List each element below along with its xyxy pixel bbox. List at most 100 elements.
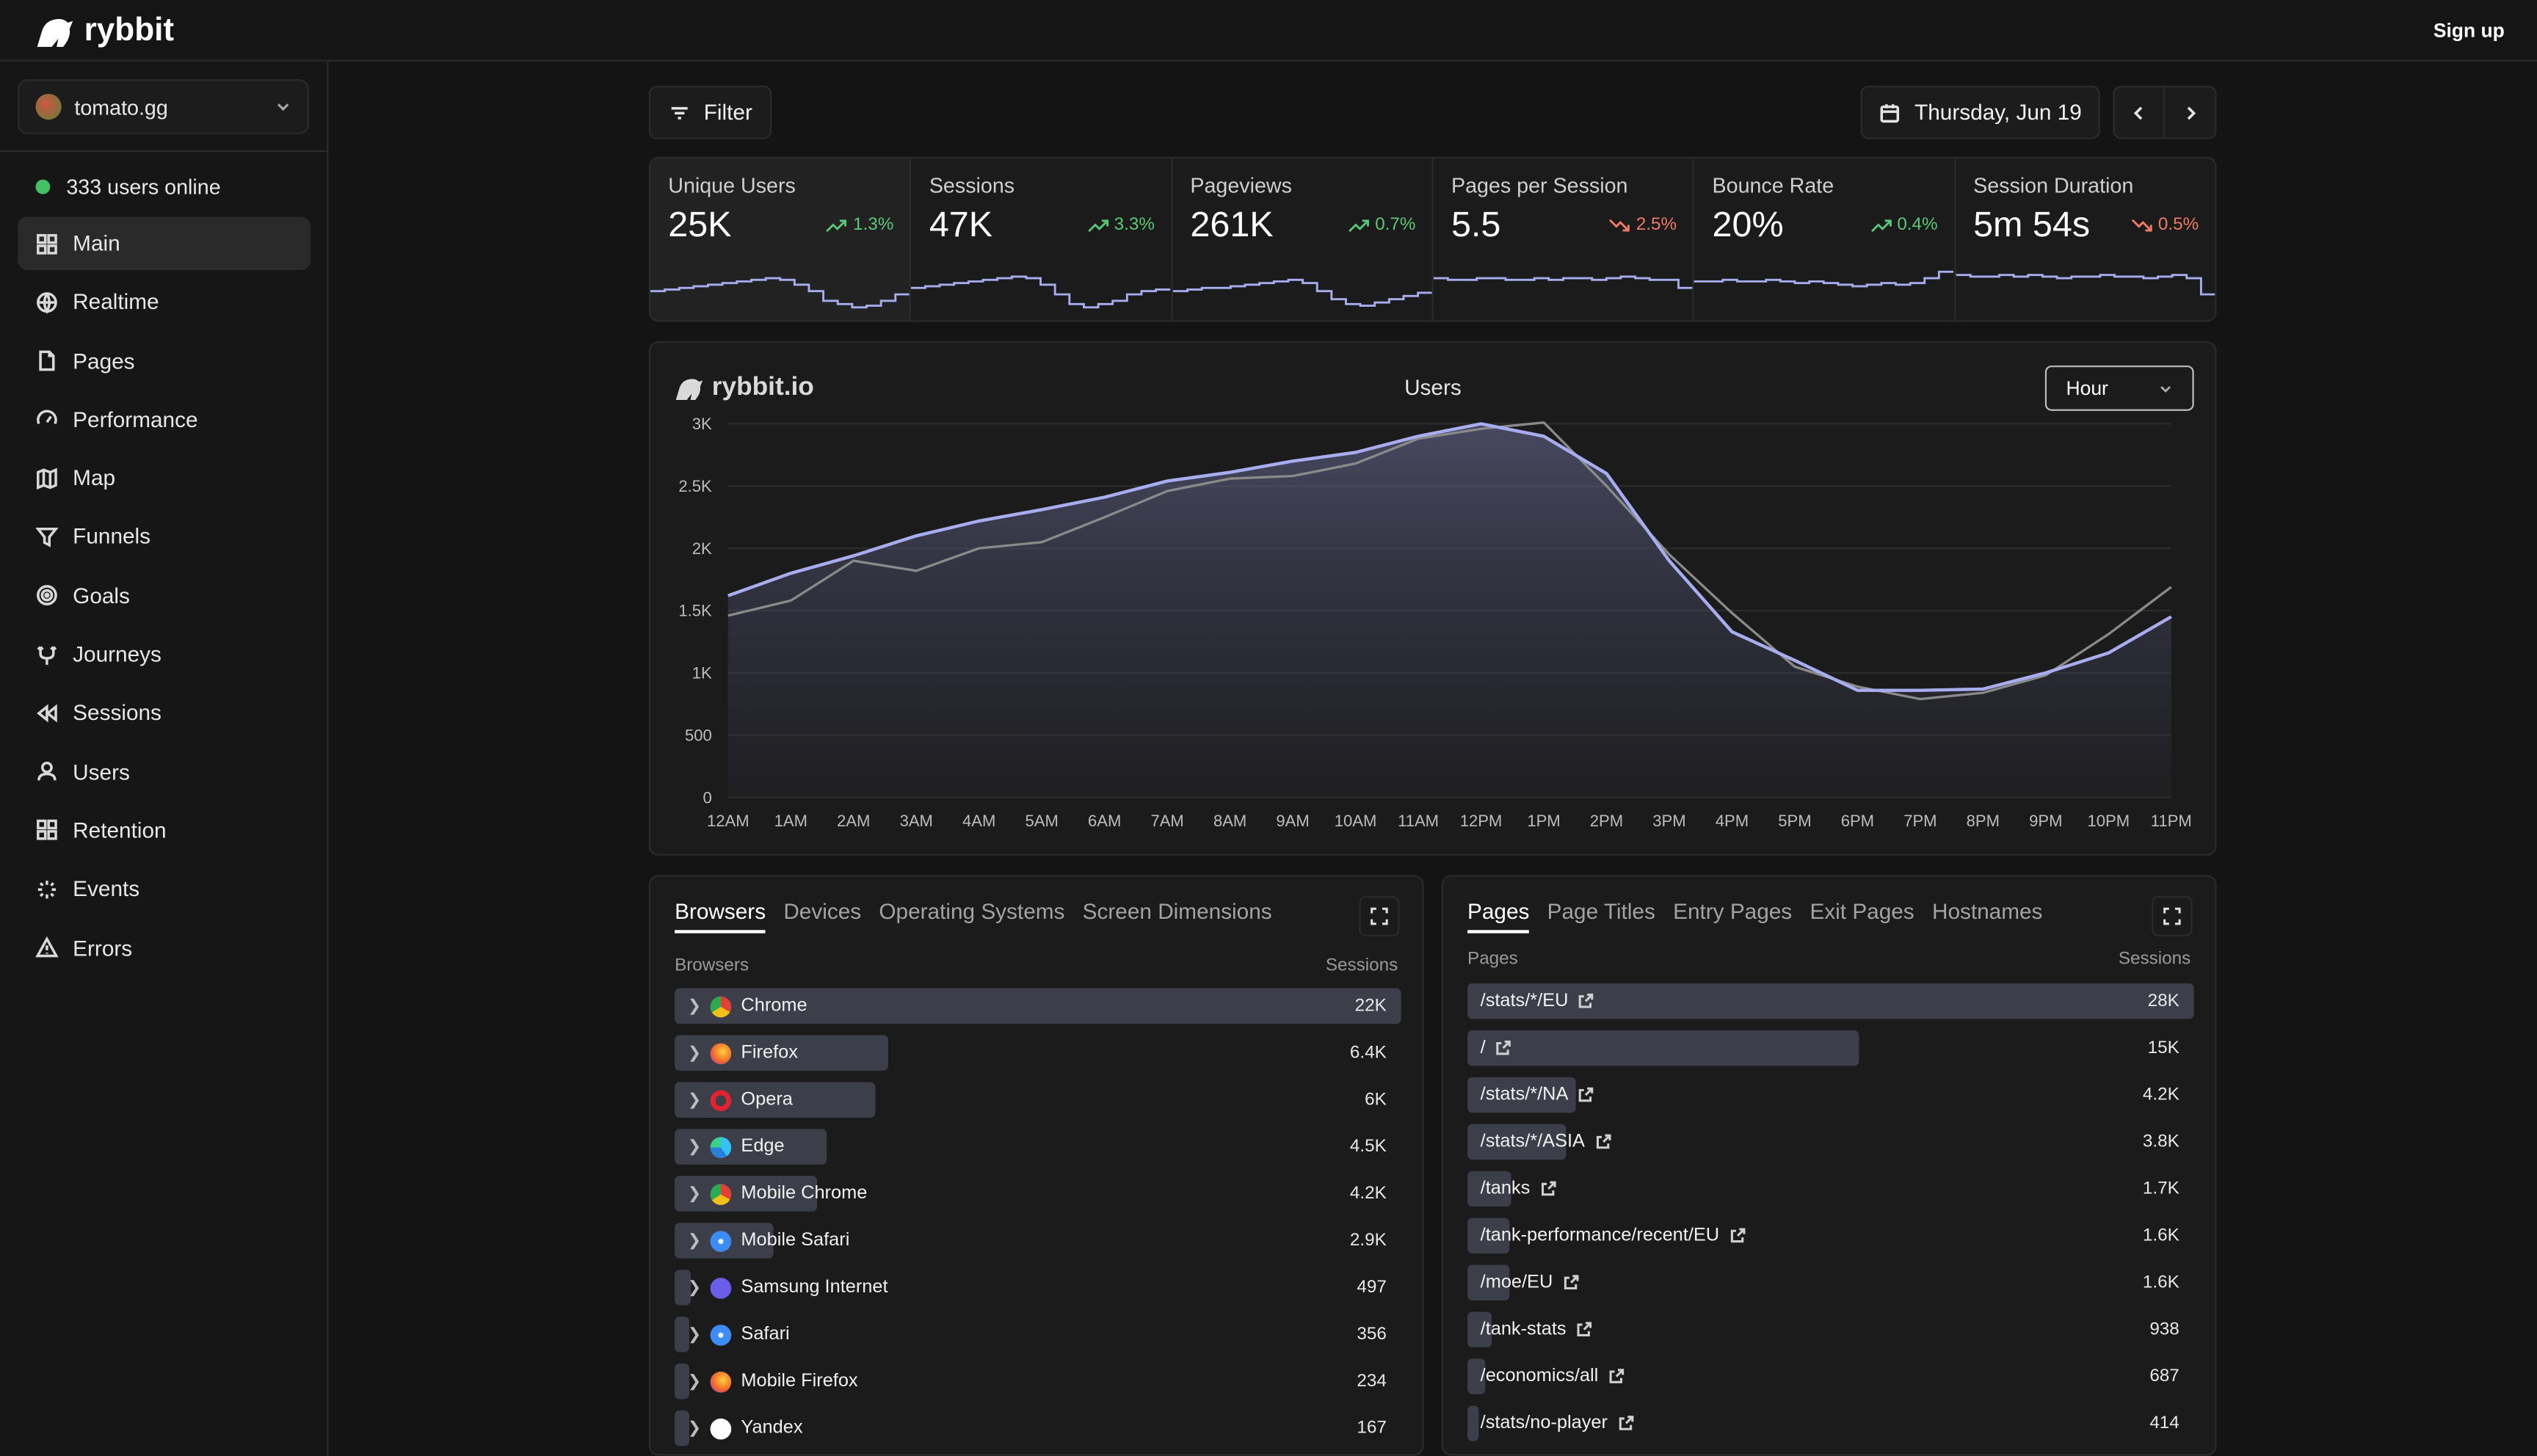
sidebar-item-goals[interactable]: Goals (18, 569, 311, 622)
tab-operating-systems[interactable]: Operating Systems (879, 899, 1065, 924)
browser-row[interactable]: ❯ Samsung Internet 497 (675, 1270, 1398, 1306)
browser-row[interactable]: ❯ Mobile Firefox 234 (675, 1363, 1398, 1399)
chevron-right-icon[interactable]: ❯ (687, 1044, 702, 1062)
chart-logo-text: rybbit.io (711, 374, 814, 401)
session-count: 167 (1357, 1418, 1387, 1438)
next-date-button[interactable] (2163, 85, 2217, 139)
sidebar-item-journeys[interactable]: Journeys (18, 627, 311, 681)
external-link-icon[interactable] (1576, 1322, 1592, 1338)
stat-session-duration[interactable]: Session Duration 5m 54s 0.5% (1955, 159, 2215, 320)
page-row[interactable]: /moe/EU 1.6K (1467, 1264, 2191, 1301)
stat-change: 1.3% (826, 215, 893, 235)
globe-icon (37, 291, 57, 314)
external-link-icon[interactable] (1729, 1228, 1745, 1244)
external-link-icon[interactable] (1563, 1275, 1579, 1291)
filter-button[interactable]: Filter (648, 85, 772, 139)
stat-bounce-rate[interactable]: Bounce Rate 20% 0.4% (1694, 158, 1956, 321)
brand-logo[interactable]: rybbit (35, 13, 174, 51)
browser-row[interactable]: ❯ Mobile Safari 2.9K (675, 1223, 1398, 1259)
tab-devices[interactable]: Devices (783, 899, 862, 924)
tab-page-titles[interactable]: Page Titles (1547, 899, 1655, 924)
warning-icon (35, 936, 59, 958)
external-link-icon[interactable] (1495, 1040, 1511, 1056)
sidebar-item-pages[interactable]: Pages (18, 334, 311, 387)
sparkline-path (650, 277, 910, 309)
tab-screen-dimensions[interactable]: Screen Dimensions (1082, 899, 1272, 924)
browser-row[interactable]: ❯ Chrome 22K (675, 988, 1401, 1024)
browser-row[interactable]: ❯ Opera 6K (675, 1082, 1398, 1118)
expand-icon (1371, 907, 1388, 925)
external-link-icon[interactable] (1608, 1369, 1625, 1385)
session-count: 3.8K (2142, 1132, 2180, 1152)
external-link-icon[interactable] (1578, 993, 1594, 1009)
page-row[interactable]: / 15K (1467, 1030, 2191, 1066)
date-picker-button[interactable]: Thursday, Jun 19 (1860, 85, 2100, 139)
external-link-icon[interactable] (1578, 1087, 1594, 1103)
browser-row[interactable]: ❯ Mobile Chrome 4.2K (675, 1176, 1398, 1212)
chevron-right-icon[interactable]: ❯ (687, 1325, 702, 1344)
browser-row[interactable]: ❯ Safari 356 (675, 1317, 1398, 1353)
browsers-tabs: Browsers Devices Operating Systems Screen D… (675, 899, 1272, 933)
sidebar-item-users[interactable]: Users (18, 745, 311, 798)
tab-hostnames[interactable]: Hostnames (1931, 899, 2043, 924)
browser-name: Mobile Chrome (741, 1184, 868, 1204)
page-row[interactable]: /economics/all 687 (1467, 1358, 2191, 1394)
chevron-right-icon[interactable]: ❯ (687, 1278, 702, 1297)
sidebar-item-retention[interactable]: Retention (18, 804, 311, 857)
expand-button[interactable] (1359, 896, 1400, 937)
stat-unique-users[interactable]: Unique Users 25K 1.3% (650, 158, 912, 321)
session-count: 4.5K (1349, 1137, 1387, 1157)
sidebar-item-performance[interactable]: Performance (18, 393, 311, 446)
chevron-right-icon[interactable]: ❯ (687, 1372, 702, 1391)
stat-pages-per-session[interactable]: Pages per Session 5.5 2.5% (1433, 158, 1695, 321)
tab-entry-pages[interactable]: Entry Pages (1673, 899, 1793, 924)
page-row[interactable]: /stats/*/EU 28K (1467, 983, 2194, 1019)
firefox-icon (710, 1042, 732, 1064)
interval-select[interactable]: Hour (2044, 365, 2194, 411)
chevron-right-icon[interactable]: ❯ (687, 1184, 702, 1203)
page-row[interactable]: /stats/no-player 414 (1467, 1405, 2191, 1441)
browser-row[interactable]: ❯ Edge 4.5K (675, 1129, 1398, 1165)
external-link-icon[interactable] (1594, 1134, 1611, 1150)
row-bar (1467, 1030, 1860, 1066)
chevron-right-icon[interactable]: ❯ (687, 1231, 702, 1250)
browser-name: Yandex (741, 1418, 803, 1438)
site-selector[interactable]: tomato.gg (18, 79, 309, 134)
chevron-right-icon[interactable]: ❯ (687, 1138, 702, 1156)
page-row[interactable]: /stats/*/ASIA 3.8K (1467, 1124, 2191, 1160)
session-count: 1.7K (2142, 1179, 2180, 1199)
sidebar-item-sessions[interactable]: Sessions (18, 686, 311, 740)
trend-up-icon (826, 219, 847, 232)
tab-browsers[interactable]: Browsers (675, 899, 766, 933)
chevron-right-icon[interactable]: ❯ (687, 1091, 702, 1109)
sign-up-link[interactable]: Sign up (2433, 19, 2505, 43)
tab-exit-pages[interactable]: Exit Pages (1810, 899, 1914, 924)
tab-pages[interactable]: Pages (1467, 899, 1530, 933)
sidebar-item-main[interactable]: Main (18, 216, 311, 271)
previous-date-button[interactable] (2113, 85, 2165, 139)
sidebar-item-funnels[interactable]: Funnels (18, 510, 311, 564)
sidebar-item-map[interactable]: Map (18, 451, 311, 505)
chevron-left-icon (2133, 106, 2143, 120)
page-row[interactable]: /tank-performance/recent/EU 1.6K (1467, 1217, 2191, 1254)
sidebar-item-errors[interactable]: Errors (18, 921, 311, 975)
external-link-icon[interactable] (1540, 1181, 1556, 1197)
browser-row[interactable]: ❯ Yandex 167 (675, 1410, 1398, 1446)
chevron-right-icon[interactable]: ❯ (687, 1419, 702, 1438)
session-count: 28K (2147, 991, 2180, 1011)
page-row[interactable]: /stats/*/NA 4.2K (1467, 1077, 2191, 1113)
sidebar-item-events[interactable]: Events (18, 862, 311, 916)
page-row[interactable]: /tank-stats 938 (1467, 1311, 2191, 1347)
expand-button[interactable] (2152, 896, 2193, 937)
x-tick-label: 10PM (2088, 812, 2130, 830)
external-link-icon[interactable] (1617, 1416, 1633, 1432)
page-row[interactable]: /tanks 1.7K (1467, 1171, 2191, 1207)
trend-down-icon (1609, 218, 1630, 231)
users-line-chart[interactable]: 0 500 1K 1.5K 2K 2.5K 3K 12AM 1AM 2AM 3AM 4AM 5AM 6AM… (650, 343, 2218, 857)
browser-row[interactable]: ❯ Firefox 6.4K (675, 1035, 1398, 1071)
chevron-right-icon[interactable]: ❯ (687, 997, 702, 1016)
stat-pageviews[interactable]: Pageviews 261K 0.7% (1172, 158, 1434, 321)
stat-sessions[interactable]: Sessions 47K 3.3% (911, 158, 1173, 321)
sidebar-item-realtime[interactable]: Realtime (18, 275, 311, 329)
safari-icon (710, 1323, 732, 1345)
